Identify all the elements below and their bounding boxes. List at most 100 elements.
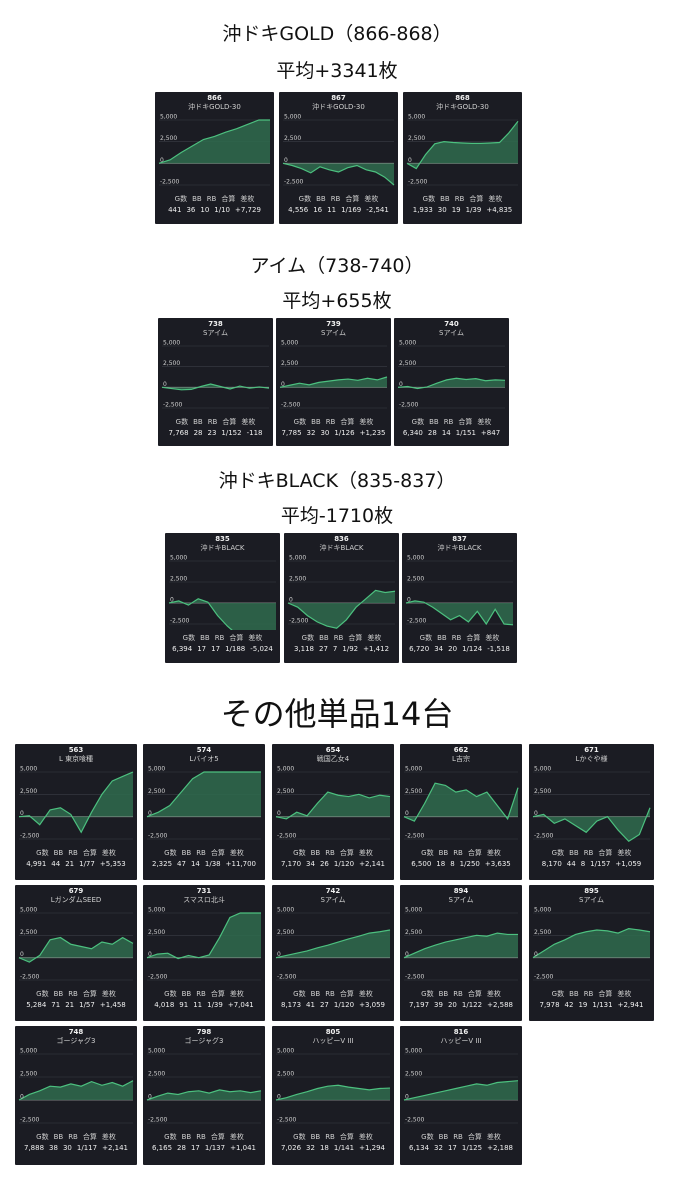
- stats-values: 7,785 32 30 1/126 +1,235: [276, 429, 391, 438]
- axis-label: -2,500: [277, 833, 297, 840]
- slump-graph: 5,000 2,500 0 -2,500: [397, 340, 506, 409]
- axis-label: 0: [405, 810, 409, 817]
- stats-header-label: BB: [310, 990, 321, 998]
- stat-bb: 41: [306, 1001, 315, 1009]
- axis-label: 2,500: [534, 929, 551, 936]
- slump-area: [398, 378, 505, 389]
- machine-card-742: 742 Sアイム 5,000 2,500 0 -2,500 G数 BB RB 合算 差枚 8,173 4…: [272, 885, 394, 1021]
- stats-header-label: RB: [333, 634, 344, 642]
- stat-bb: 28: [177, 1144, 186, 1152]
- stat-bb: 39: [434, 1001, 443, 1009]
- stats-header: G数 BB RB 合算 差枚: [155, 195, 274, 204]
- axis-label: 0: [277, 1094, 281, 1101]
- machine-number: 895: [584, 887, 599, 895]
- axis-label: 2,500: [277, 1071, 294, 1078]
- slump-line: [275, 1084, 391, 1101]
- stats-header-label: G数: [421, 849, 434, 857]
- stats-header: G数 BB RB 合算 差枚: [272, 849, 394, 858]
- axis-label: -2,500: [148, 1117, 168, 1124]
- stat-diff: +2,141: [359, 860, 385, 868]
- stats-header-label: RB: [454, 195, 465, 203]
- stats-header: G数 BB RB 合算 差枚: [276, 418, 391, 427]
- stats-header-label: RB: [443, 418, 454, 426]
- stats-header-label: G数: [411, 418, 425, 426]
- axis-label: 0: [534, 951, 538, 958]
- stat-diff: +1,412: [363, 645, 390, 653]
- stats-values: 6,340 28 14 1/151 +847: [394, 429, 509, 438]
- axis-label: 0: [170, 597, 174, 604]
- machine-number: 867: [331, 94, 346, 102]
- stats-header-label: BB: [429, 418, 439, 426]
- stats-header: G数 BB RB 合算 差枚: [403, 195, 522, 204]
- slump-line: [18, 936, 134, 963]
- axis-label: 0: [534, 810, 538, 817]
- machine-card-662: 662 L吉宗 5,000 2,500 0 -2,500 G数 BB RB 合算 差枚 6,500 18…: [400, 744, 522, 880]
- machine-card-739: 739 Sアイム 5,000 2,500 0 -2,500 G数 BB RB 合算 差枚 7,785 3…: [276, 318, 391, 446]
- stat-bb: 36: [186, 206, 196, 214]
- axis-label: 0: [20, 1094, 24, 1101]
- slump-line: [168, 598, 233, 630]
- stat-diff: +2,141: [102, 1144, 128, 1152]
- stats-values: 3,118 27 7 1/92 +1,412: [284, 645, 399, 654]
- slump-line: [146, 1089, 262, 1101]
- stats-header-label: BB: [316, 195, 326, 203]
- others-title: その他単品14台: [220, 695, 454, 733]
- axis-label: 5,000: [289, 555, 306, 562]
- axis-label: 2,500: [170, 576, 187, 583]
- machine-number: 739: [326, 320, 341, 328]
- stats-header: G数 BB RB 合算 差枚: [165, 634, 280, 643]
- stat-rb: 14: [441, 429, 451, 437]
- stat-g: 7,170: [281, 860, 302, 868]
- stat-bb: 18: [436, 860, 446, 868]
- axis-label: 2,500: [408, 135, 425, 142]
- machine-card-836: 836 沖ドキBLACK 5,000 2,500 0 -2,500 G数 BB RB 合算 差枚 3,…: [284, 533, 399, 663]
- axis-label: 2,500: [405, 1071, 422, 1078]
- stat-bb: 28: [427, 429, 437, 437]
- axis-label: 5,000: [534, 907, 551, 914]
- stats-header-label: 合算: [210, 1133, 225, 1141]
- machine-card-740: 740 Sアイム 5,000 2,500 0 -2,500 G数 BB RB 合算 差枚 6,340 2…: [394, 318, 509, 446]
- axis-label: -2,500: [405, 1117, 425, 1124]
- stat-rb: 8: [580, 860, 586, 868]
- slump-area: [288, 590, 395, 629]
- stat-rb: 30: [320, 429, 330, 437]
- slump-line: [405, 600, 514, 626]
- slump-graph: 5,000 2,500 0 -2,500: [18, 907, 134, 981]
- stat-bb: 27: [319, 645, 328, 653]
- machine-name: Sアイム: [320, 896, 346, 904]
- stats-header-label: G数: [298, 195, 312, 203]
- stat-diff: +1,059: [615, 860, 642, 868]
- stat-g: 7,785: [281, 429, 302, 437]
- stats-header: G数 BB RB 合算 差枚: [400, 1133, 522, 1142]
- stats-header-label: RB: [330, 195, 341, 203]
- stats-header-label: BB: [53, 990, 64, 998]
- axis-label: 5,000: [148, 1048, 165, 1055]
- stats-header-label: RB: [196, 1133, 206, 1141]
- slump-line: [279, 376, 388, 388]
- stats-header-label: 差枚: [241, 418, 256, 426]
- machine-name: ゴージャグ3: [184, 1037, 224, 1045]
- slump-graph: 5,000 2,500 0 -2,500: [287, 555, 396, 629]
- slump-line: [403, 932, 518, 959]
- stats-header: G数 BB RB 合算 差枚: [158, 418, 273, 427]
- machine-card-654: 654 戦国乙女4 5,000 2,500 0 -2,500 G数 BB RB 合算 差枚 7,170…: [272, 744, 394, 880]
- stats-header-label: BB: [53, 849, 64, 857]
- stats-header-label: BB: [192, 195, 202, 203]
- axis-label: 0: [289, 597, 293, 604]
- axis-label: 2,500: [399, 360, 416, 367]
- stats-header-label: 合算: [229, 634, 244, 642]
- stats-header-label: RB: [453, 1133, 463, 1141]
- machine-name: ゴージャグ3: [56, 1037, 96, 1045]
- stat-total: 1/126: [334, 429, 355, 437]
- slump-line: [158, 119, 270, 164]
- stat-g: 7,768: [168, 429, 189, 437]
- axis-label: 0: [148, 810, 152, 817]
- stats-header-label: G数: [551, 849, 565, 857]
- stats-header-label: 合算: [467, 990, 482, 998]
- axis-label: -2,500: [163, 402, 183, 409]
- axis-label: 2,500: [277, 788, 294, 795]
- stats-header: G数 BB RB 合算 差枚: [529, 849, 654, 858]
- slump-graph: 5,000 2,500 0 -2,500: [405, 555, 514, 626]
- axis-label: 2,500: [407, 576, 424, 583]
- axis-label: -2,500: [408, 179, 428, 186]
